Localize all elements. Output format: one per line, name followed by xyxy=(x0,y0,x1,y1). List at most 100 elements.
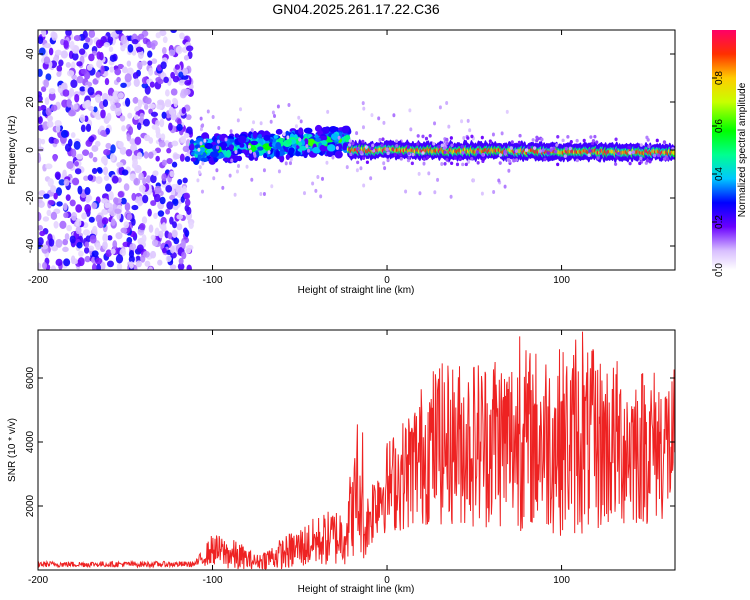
heatmap-cell xyxy=(121,66,128,74)
heatmap-cell xyxy=(66,98,72,108)
heatmap-cell xyxy=(120,227,128,234)
heatmap-cell xyxy=(82,149,90,157)
heatmap-cell xyxy=(84,255,91,263)
heatmap-cell xyxy=(188,221,194,230)
heatmap-cell xyxy=(180,135,187,143)
heatmap-cell xyxy=(88,135,95,143)
heatmap-cell xyxy=(88,216,95,223)
heatmap-cell xyxy=(488,139,492,143)
heatmap-cell xyxy=(171,140,179,147)
heatmap-cell xyxy=(543,157,547,162)
heatmap-cell xyxy=(142,118,150,127)
heatmap-cell xyxy=(386,151,390,156)
heatmap-cell xyxy=(450,143,454,148)
heatmap-cell xyxy=(137,99,143,109)
heatmap-cell xyxy=(455,162,460,167)
heatmap-cell xyxy=(541,148,545,153)
heatmap-cell xyxy=(107,95,113,102)
heatmap-cell xyxy=(249,149,253,154)
heatmap-cell xyxy=(282,132,286,137)
heatmap-cell xyxy=(45,107,52,116)
heatmap-cell xyxy=(257,133,263,139)
heatmap-cell xyxy=(92,156,98,163)
heatmap-cell xyxy=(194,144,200,150)
heatmap-cell xyxy=(269,119,273,124)
snr-y-ticks: 2000 4000 6000 xyxy=(25,366,675,517)
heatmap-cell xyxy=(582,138,586,143)
heatmap-cell xyxy=(77,257,85,267)
heatmap-cell xyxy=(639,143,643,147)
spectrogram-y-label: Frequency (Hz) xyxy=(7,116,18,185)
heatmap-cell xyxy=(85,196,91,203)
heatmap-cell xyxy=(159,196,166,205)
heatmap-cell xyxy=(184,79,192,86)
heatmap-cell xyxy=(351,141,355,146)
heatmap-cell xyxy=(189,143,195,151)
heatmap-cell xyxy=(185,45,194,52)
heatmap-cell xyxy=(162,36,168,44)
heatmap-cell xyxy=(136,152,143,160)
heatmap-cell xyxy=(382,161,386,166)
heatmap-cell xyxy=(96,59,103,68)
heatmap-cell xyxy=(646,138,650,142)
spectrogram-y-tick-label: 40 xyxy=(25,48,36,60)
heatmap-cell xyxy=(563,154,567,158)
heatmap-cell xyxy=(561,138,565,143)
heatmap-cell xyxy=(447,124,451,129)
heatmap-cell xyxy=(177,262,185,270)
heatmap-cell xyxy=(100,155,108,165)
heatmap-cell xyxy=(247,144,251,149)
heatmap-cell xyxy=(62,202,68,211)
heatmap-cell xyxy=(142,250,150,258)
heatmap-cell xyxy=(114,106,122,116)
heatmap-cell xyxy=(41,30,47,38)
heatmap-cell xyxy=(355,168,359,173)
heatmap-cell xyxy=(556,134,560,139)
heatmap-cell xyxy=(119,248,127,257)
heatmap-cell xyxy=(334,150,343,159)
heatmap-cell xyxy=(450,161,454,166)
heatmap-cell xyxy=(319,144,326,152)
heatmap-cell xyxy=(235,169,239,174)
heatmap-cell xyxy=(128,126,134,136)
chart-title: GN04.2025.261.17.22.C36 xyxy=(272,1,440,17)
heatmap-cell xyxy=(259,191,263,196)
heatmap-cell xyxy=(65,62,71,68)
heatmap-cell xyxy=(119,146,127,155)
heatmap-cell xyxy=(224,137,228,142)
heatmap-cell xyxy=(91,144,99,152)
heatmap-cell xyxy=(92,225,98,235)
heatmap-cell xyxy=(76,75,84,84)
heatmap-cell xyxy=(157,78,164,85)
snr-y-tick-label: 2000 xyxy=(25,494,36,517)
heatmap-cell xyxy=(229,129,233,134)
heatmap-cell xyxy=(100,261,106,270)
heatmap-cell xyxy=(665,157,670,161)
heatmap-cell xyxy=(103,149,111,156)
heatmap-cell xyxy=(100,109,106,119)
heatmap-cell xyxy=(148,137,154,144)
spectrogram-x-tick-label: 0 xyxy=(384,275,390,286)
heatmap-cell xyxy=(361,125,365,130)
heatmap-cell xyxy=(171,230,178,238)
heatmap-cell xyxy=(275,128,283,135)
heatmap-cell xyxy=(628,161,632,166)
heatmap-cell xyxy=(80,124,86,133)
heatmap-cell xyxy=(117,141,124,149)
heatmap-cell xyxy=(51,244,59,252)
heatmap-cell xyxy=(56,65,63,72)
heatmap-cell xyxy=(276,104,280,109)
heatmap-cell xyxy=(259,121,263,126)
heatmap-cell xyxy=(78,250,84,257)
heatmap-cell xyxy=(48,47,54,56)
heatmap-cell xyxy=(74,93,80,103)
heatmap-cell xyxy=(181,251,187,260)
heatmap-cell xyxy=(199,141,203,146)
heatmap-cell xyxy=(535,138,539,143)
heatmap-cell xyxy=(362,183,366,188)
heatmap-cell xyxy=(656,153,661,158)
heatmap-cell xyxy=(69,199,76,207)
heatmap-cell xyxy=(298,127,304,135)
heatmap-cell xyxy=(538,149,542,153)
heatmap-cell xyxy=(445,100,449,105)
